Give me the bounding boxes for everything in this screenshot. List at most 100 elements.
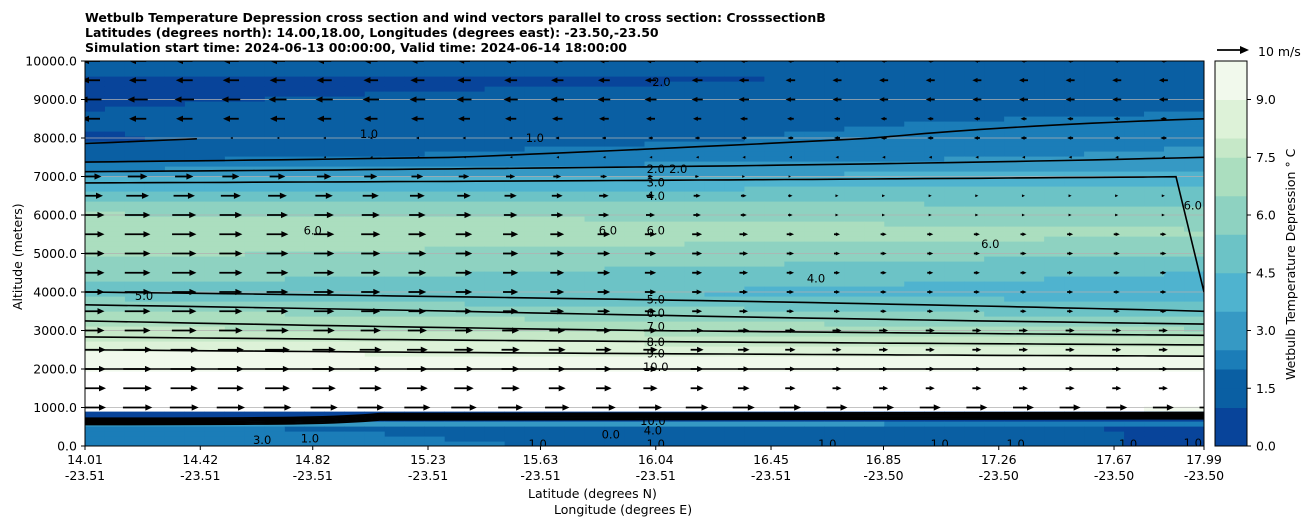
field-cell (204, 426, 226, 432)
colorbar-swatch (1215, 407, 1247, 428)
field-cell (704, 61, 726, 67)
field-cell (924, 171, 945, 177)
field-cell (784, 211, 805, 217)
field-cell (584, 76, 606, 82)
field-cell (164, 101, 186, 107)
field-cell (744, 241, 765, 247)
field-cell (504, 186, 526, 192)
field-cell (524, 296, 546, 302)
field-cell (1104, 141, 1125, 147)
field-cell (1084, 386, 1105, 392)
field-cell (864, 216, 885, 222)
field-cell (744, 341, 765, 347)
field-cell (924, 156, 945, 162)
field-cell (1004, 71, 1025, 77)
field-cell (184, 236, 206, 242)
field-cell (524, 71, 546, 77)
field-cell (964, 236, 985, 242)
field-cell (924, 166, 945, 172)
wind-vector (927, 290, 934, 294)
field-cell (804, 376, 825, 382)
field-cell (924, 436, 945, 442)
field-cell (324, 346, 346, 352)
wind-vector (880, 290, 887, 294)
field-cell (684, 201, 706, 207)
field-cell (464, 141, 486, 147)
field-cell (984, 146, 1005, 152)
field-cell (444, 281, 466, 287)
field-cell (85, 76, 106, 82)
field-cell (444, 426, 466, 432)
field-cell (204, 386, 226, 392)
field-cell (364, 111, 386, 117)
wind-vector (550, 288, 565, 296)
wind-vector (1208, 194, 1211, 197)
field-cell (904, 226, 925, 232)
field-cell (784, 61, 805, 67)
field-cell (404, 206, 426, 212)
field-cell (924, 311, 945, 317)
field-cell (624, 196, 646, 202)
field-cell (304, 431, 326, 437)
field-cell (104, 356, 126, 362)
field-cell (144, 61, 166, 67)
field-cell (504, 156, 526, 162)
colorbar-swatch (1215, 272, 1247, 293)
surface-contour-line (85, 417, 1204, 426)
field-cell (324, 81, 346, 87)
field-cell (464, 281, 486, 287)
field-cell (464, 351, 486, 357)
field-cell (324, 91, 346, 97)
field-cell (224, 376, 246, 382)
field-cell (424, 206, 446, 212)
field-cell (384, 186, 406, 192)
field-cell (344, 381, 366, 387)
field-cell (784, 246, 805, 252)
field-cell (904, 71, 925, 77)
field-cell (104, 406, 126, 412)
field-cell (364, 311, 386, 317)
field-cell (744, 386, 765, 392)
field-cell (244, 161, 266, 167)
field-cell (384, 116, 406, 122)
field-cell (544, 441, 566, 446)
field-cell (284, 431, 306, 437)
contour-line-1.0 (85, 138, 197, 145)
wind-vector (312, 365, 336, 373)
field-cell (864, 201, 885, 207)
field-cell (284, 271, 306, 277)
field-cell (624, 96, 646, 102)
field-cell (584, 141, 606, 147)
field-cell (224, 341, 246, 347)
field-cell (684, 401, 706, 407)
field-cell (244, 411, 266, 417)
field-cell (284, 321, 306, 327)
field-cell (924, 276, 945, 282)
field-cell (1144, 331, 1165, 337)
field-cell (464, 161, 486, 167)
field-cell (184, 401, 206, 407)
field-cell (1184, 176, 1204, 182)
field-cell (124, 186, 146, 192)
field-cell (664, 256, 686, 262)
field-cell (1024, 281, 1045, 287)
field-cell (964, 101, 985, 107)
field-cell (464, 196, 486, 202)
field-cell (224, 431, 246, 437)
field-cell (364, 71, 386, 77)
field-cell (124, 306, 146, 312)
field-cell (104, 361, 126, 367)
field-cell (124, 166, 146, 172)
field-cell (304, 226, 326, 232)
field-cell (124, 121, 146, 127)
field-cell (1084, 191, 1105, 197)
field-cell (584, 371, 606, 377)
field-cell (784, 156, 805, 162)
field-cell (804, 371, 825, 377)
wind-vector (219, 327, 243, 334)
field-cell (424, 256, 446, 262)
field-cell (384, 136, 406, 142)
field-cell (364, 216, 386, 222)
field-cell (204, 286, 226, 292)
field-cell (1044, 206, 1065, 212)
